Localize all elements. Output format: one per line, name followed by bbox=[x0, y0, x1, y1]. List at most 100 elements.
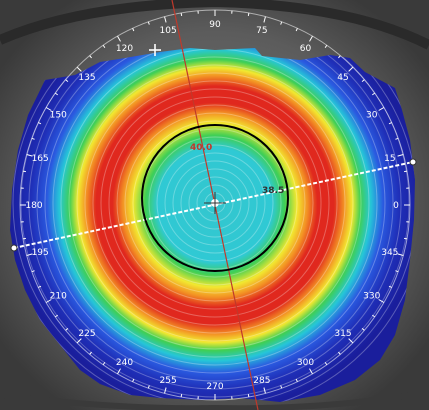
tick-mark bbox=[361, 79, 365, 82]
contour-ring bbox=[100, 88, 330, 318]
contour-ring bbox=[84, 72, 346, 334]
angle-label: 120 bbox=[116, 44, 133, 54]
tick-mark bbox=[147, 385, 150, 389]
tick-mark bbox=[65, 79, 69, 82]
tick-mark bbox=[280, 21, 283, 25]
tick-mark bbox=[263, 387, 266, 394]
angle-label: 315 bbox=[334, 329, 351, 339]
contour-ring bbox=[156, 144, 274, 262]
contour-ring bbox=[36, 48, 394, 382]
tick-mark bbox=[117, 368, 121, 375]
angle-label: 195 bbox=[32, 248, 49, 258]
angle-label: 300 bbox=[297, 358, 314, 368]
tick-mark bbox=[89, 351, 92, 355]
meridian-handle-left[interactable] bbox=[10, 244, 18, 252]
angle-label: 285 bbox=[253, 376, 270, 386]
tick-mark bbox=[403, 170, 408, 173]
contour-ring bbox=[68, 56, 362, 350]
angle-label: 105 bbox=[160, 26, 177, 36]
tick-mark bbox=[38, 122, 42, 125]
angle-label: 60 bbox=[300, 44, 312, 54]
tick-mark bbox=[397, 154, 404, 157]
tick-mark bbox=[76, 338, 82, 344]
tick-mark bbox=[388, 285, 392, 288]
tick-mark bbox=[132, 378, 135, 382]
contour-ring bbox=[196, 184, 234, 222]
tick-mark bbox=[164, 387, 167, 394]
contour-ring bbox=[164, 152, 266, 254]
angle-label: 15 bbox=[384, 154, 395, 164]
tick-mark bbox=[395, 270, 399, 273]
contour-ring bbox=[188, 176, 242, 230]
tick-mark bbox=[397, 253, 404, 256]
tick-mark bbox=[22, 170, 27, 173]
tick-mark bbox=[309, 368, 313, 375]
lower-eyelid bbox=[0, 389, 429, 410]
contour-ring bbox=[52, 48, 378, 366]
angle-label: 45 bbox=[337, 73, 348, 83]
angle-label: 180 bbox=[25, 201, 42, 211]
tick-mark bbox=[371, 92, 376, 96]
tick-mark bbox=[54, 314, 59, 318]
contour-ring bbox=[116, 104, 314, 302]
tick-mark bbox=[247, 393, 250, 398]
contour-ring bbox=[92, 80, 338, 326]
tick-mark bbox=[147, 21, 150, 25]
angle-label: 135 bbox=[78, 73, 95, 83]
tick-mark bbox=[378, 107, 385, 111]
tick-mark bbox=[164, 16, 167, 23]
plus-marker-icon bbox=[149, 44, 161, 56]
tick-mark bbox=[117, 35, 121, 42]
angle-label: 30 bbox=[366, 111, 378, 121]
tick-mark bbox=[348, 66, 354, 72]
angle-label: 345 bbox=[381, 248, 398, 258]
steep-k-annotation: 40.0 bbox=[190, 143, 212, 153]
tick-mark bbox=[54, 92, 59, 96]
tick-mark bbox=[361, 328, 365, 331]
angle-label: 240 bbox=[116, 358, 133, 368]
angle-scale: 7560453015034533031530028527025524022521… bbox=[20, 10, 410, 400]
tick-mark bbox=[89, 55, 92, 59]
pupil-ring bbox=[141, 124, 289, 272]
contour-ring bbox=[108, 96, 322, 310]
angle-label: 90 bbox=[209, 20, 221, 30]
tick-mark bbox=[295, 378, 298, 382]
tick-mark bbox=[247, 12, 250, 17]
angle-label: 330 bbox=[363, 292, 380, 302]
angle-label: 270 bbox=[206, 382, 223, 392]
upper-eyelid bbox=[0, 0, 429, 50]
flat-k-annotation: 38.5 bbox=[262, 186, 284, 196]
angle-label: 210 bbox=[50, 292, 67, 302]
tick-mark bbox=[65, 328, 69, 331]
tick-mark bbox=[102, 361, 106, 366]
contour-ring bbox=[148, 136, 282, 270]
tick-mark bbox=[338, 55, 341, 59]
tick-mark bbox=[132, 28, 135, 32]
contour-ring bbox=[28, 48, 402, 390]
angle-label: 165 bbox=[32, 154, 49, 164]
contour-ring bbox=[140, 128, 290, 278]
tick-mark bbox=[309, 35, 313, 42]
tick-mark bbox=[348, 338, 354, 344]
tick-mark bbox=[180, 12, 183, 17]
tick-mark bbox=[388, 122, 392, 125]
tick-mark bbox=[31, 270, 35, 273]
tick-mark bbox=[180, 393, 183, 398]
contour-ring bbox=[44, 48, 386, 374]
contour-ring bbox=[180, 168, 250, 238]
angle-label: 75 bbox=[256, 26, 267, 36]
tick-mark bbox=[371, 314, 376, 318]
contour-ring bbox=[76, 64, 354, 342]
tick-mark bbox=[280, 385, 283, 389]
angle-label: 225 bbox=[78, 329, 95, 339]
tick-mark bbox=[31, 137, 35, 140]
tick-mark bbox=[76, 66, 82, 72]
tick-mark bbox=[263, 16, 266, 23]
tick-mark bbox=[324, 361, 328, 366]
meridian-handle-right[interactable] bbox=[409, 158, 417, 166]
tick-mark bbox=[295, 28, 298, 32]
tick-mark bbox=[38, 285, 42, 288]
contour-ring bbox=[132, 120, 298, 286]
